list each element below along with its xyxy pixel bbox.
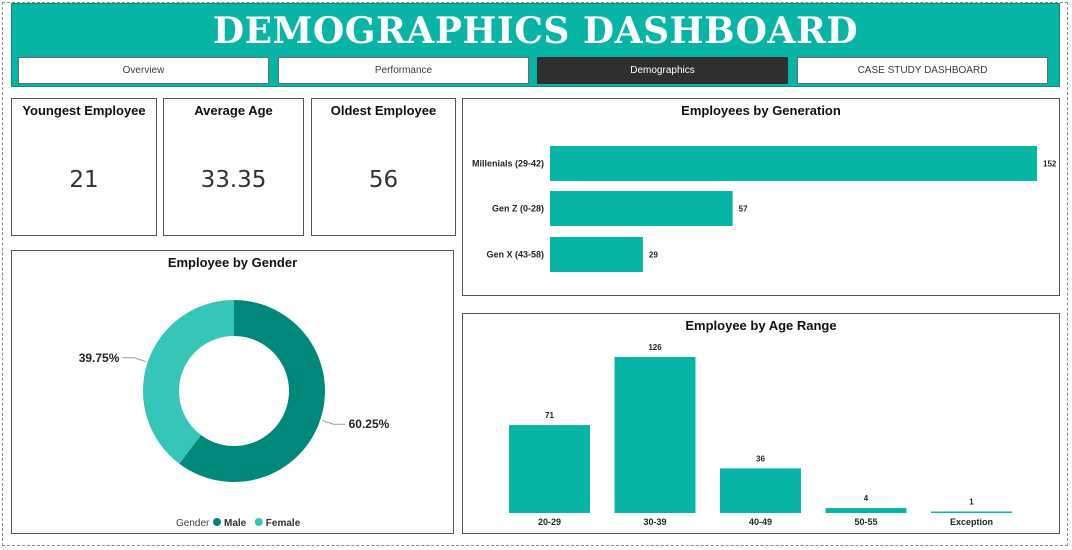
kpi-value: 21 — [69, 167, 99, 193]
age-range-bar-chart: 71 20-29 126 30-39 36 40-49 4 50-55 1 Exception — [509, 343, 1012, 527]
nav-button-demographics[interactable]: Demographics — [537, 57, 788, 84]
bar-0 — [509, 425, 590, 513]
legend-marker-female — [254, 518, 263, 526]
kpi-value: 56 — [368, 167, 399, 193]
kpi-card-youngest: Youngest Employee 21 — [11, 98, 157, 236]
data-label: 1 — [969, 498, 974, 507]
data-label: 152 — [1043, 160, 1057, 169]
nav-button-overview[interactable]: Overview — [18, 57, 269, 84]
data-label: 71 — [545, 411, 554, 420]
gender-donut-chart: 60.25% 39.75% Gender Male Female — [79, 300, 390, 529]
age-range-chart-card: Employee by Age Range 71 20-29 126 30-39 36 4… — [462, 313, 1060, 534]
nav-button-performance[interactable]: Performance — [278, 57, 529, 84]
category-label: Gen Z (0-28) — [492, 204, 544, 214]
data-label: 36 — [756, 454, 765, 463]
category-label: Gen X (43-58) — [486, 250, 544, 260]
kpi-label: Oldest Employee — [330, 103, 437, 118]
kpi-card-oldest: Oldest Employee 56 — [311, 98, 456, 236]
data-label: 57 — [739, 205, 748, 214]
legend-title: Gender — [176, 518, 210, 529]
nav-button-case-study[interactable]: CASE STUDY DASHBOARD — [797, 57, 1048, 84]
leader-line — [122, 357, 146, 363]
slice-label-female: 39.75% — [79, 351, 120, 365]
legend-label-female: Female — [266, 518, 301, 529]
category-label: 40-49 — [749, 517, 772, 527]
data-label: 4 — [864, 494, 869, 503]
category-label: 30-39 — [643, 517, 666, 527]
legend-marker-male — [213, 518, 221, 526]
slice-label-male: 60.25% — [349, 417, 390, 431]
kpi-value: 33.35 — [200, 167, 267, 193]
category-label: 20-29 — [538, 517, 561, 527]
dashboard-header: DEMOGRAPHICS DASHBOARD Overview Performa… — [11, 3, 1060, 87]
chart-title: Employee by Age Range — [685, 318, 837, 333]
category-label: 50-55 — [854, 517, 877, 527]
legend-label-male: Male — [224, 518, 247, 529]
page-title: DEMOGRAPHICS DASHBOARD — [212, 10, 859, 52]
chart-title: Employees by Generation — [681, 103, 841, 118]
bar-3 — [825, 508, 907, 513]
bar-2 — [550, 237, 643, 272]
bar-0 — [550, 146, 1037, 181]
bar-1 — [614, 357, 696, 513]
bar-1 — [550, 191, 733, 226]
gender-chart-card: Employee by Gender 60.25% 39.75% Gender Mal… — [11, 250, 454, 534]
category-label: Exception — [950, 517, 993, 527]
donut-slice-female — [143, 300, 234, 464]
generation-bar-chart: Millenials (29-42) 152 Gen Z (0-28) 57 Gen X… — [472, 146, 1057, 272]
generation-chart-card: Employees by Generation Millenials (29-4… — [462, 98, 1060, 296]
kpi-label: Average Age — [194, 103, 273, 118]
category-label: Millenials (29-42) — [472, 159, 544, 169]
leader-line — [322, 419, 346, 425]
bar-2 — [720, 468, 801, 513]
chart-title: Employee by Gender — [167, 255, 298, 270]
data-label: 29 — [649, 251, 658, 260]
donut-slice-male — [179, 300, 325, 482]
kpi-card-average-age: Average Age 33.35 — [163, 98, 304, 236]
bar-4 — [931, 511, 1012, 513]
kpi-label: Youngest Employee — [22, 103, 146, 118]
data-label: 126 — [648, 343, 662, 352]
